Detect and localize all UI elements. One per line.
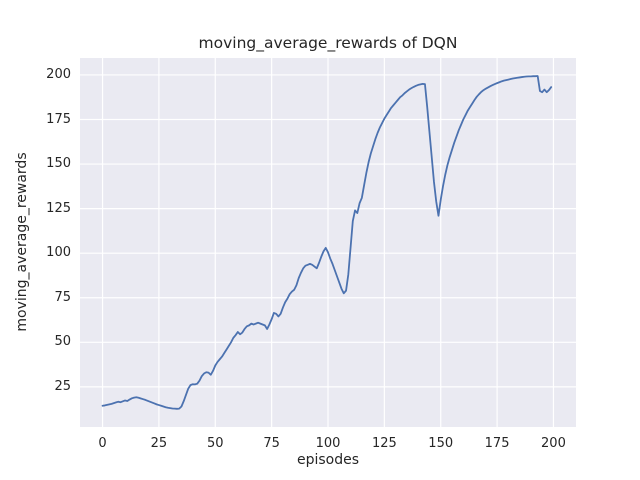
y-tick-label: 200: [46, 66, 71, 82]
plot-svg: [80, 58, 576, 427]
y-tick-label: 150: [46, 156, 71, 172]
y-tick-label: 50: [54, 334, 71, 350]
x-tick-label: 150: [428, 436, 454, 451]
y-tick-label: 25: [54, 378, 71, 394]
x-tick-label: 50: [206, 436, 224, 451]
reward-line: [101, 75, 553, 410]
x-tick-label: 100: [315, 436, 341, 451]
x-tick-label: 75: [263, 436, 280, 451]
x-tick-label: 200: [541, 436, 566, 451]
y-tick-label: 75: [54, 289, 71, 305]
gridlines: [80, 58, 576, 427]
chart-title: moving_average_rewards of DQN: [198, 34, 458, 52]
y-tick-label: 175: [46, 111, 71, 127]
x-tick-label: 125: [371, 436, 397, 451]
x-tick-label: 25: [150, 436, 168, 451]
plot-area: [80, 58, 576, 427]
y-tick-label: 125: [46, 200, 71, 216]
y-tick-label: 100: [46, 245, 71, 261]
x-tick-label: 0: [98, 436, 107, 451]
x-axis-label: episodes: [296, 452, 360, 468]
x-tick-label: 175: [484, 436, 510, 451]
